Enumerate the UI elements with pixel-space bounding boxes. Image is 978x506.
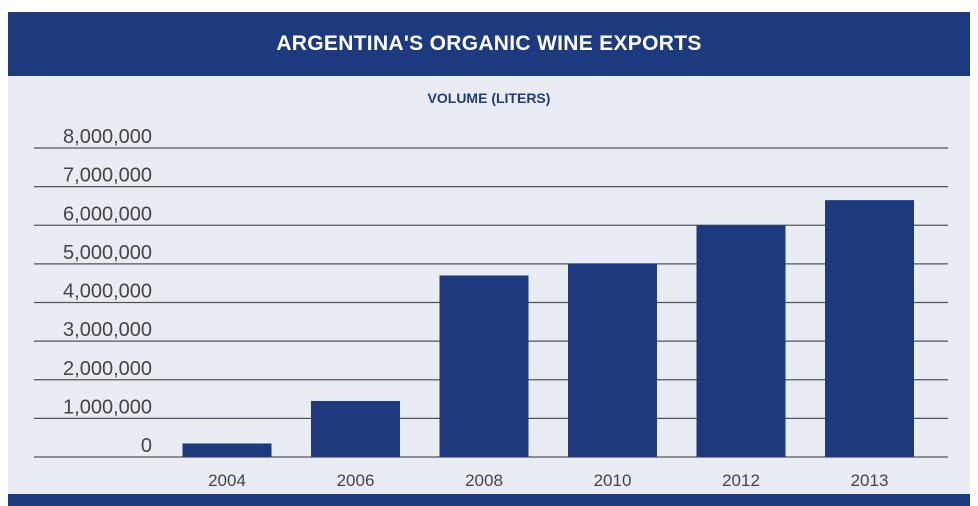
chart-subtitle: VOLUME (LITERS)	[427, 90, 551, 106]
bar	[825, 200, 914, 458]
bar	[311, 400, 400, 457]
bar	[439, 275, 529, 457]
y-tick-label: 4,000,000	[63, 281, 152, 303]
y-tick-label: 5,000,000	[63, 242, 152, 264]
y-tick-label: 0	[141, 435, 152, 457]
chart-title: ARGENTINA'S ORGANIC WINE EXPORTS	[8, 12, 970, 76]
x-tick-label: 2008	[465, 471, 503, 490]
y-tick-label: 8,000,000	[63, 126, 152, 148]
x-tick-label: 2004	[208, 471, 246, 490]
x-tick-label: 2012	[722, 471, 760, 490]
y-tick-label: 7,000,000	[63, 165, 152, 187]
footer-bar	[8, 494, 970, 506]
y-tick-label: 1,000,000	[63, 396, 152, 418]
y-tick-label: 6,000,000	[63, 203, 152, 225]
bar	[696, 225, 786, 457]
x-tick-label: 2010	[594, 471, 632, 490]
y-tick-label: 2,000,000	[63, 358, 152, 380]
x-tick-label: 2013	[851, 471, 889, 490]
bar	[568, 263, 657, 457]
bar	[182, 443, 272, 457]
x-tick-label: 2006	[337, 471, 375, 490]
y-tick-label: 3,000,000	[63, 319, 152, 341]
